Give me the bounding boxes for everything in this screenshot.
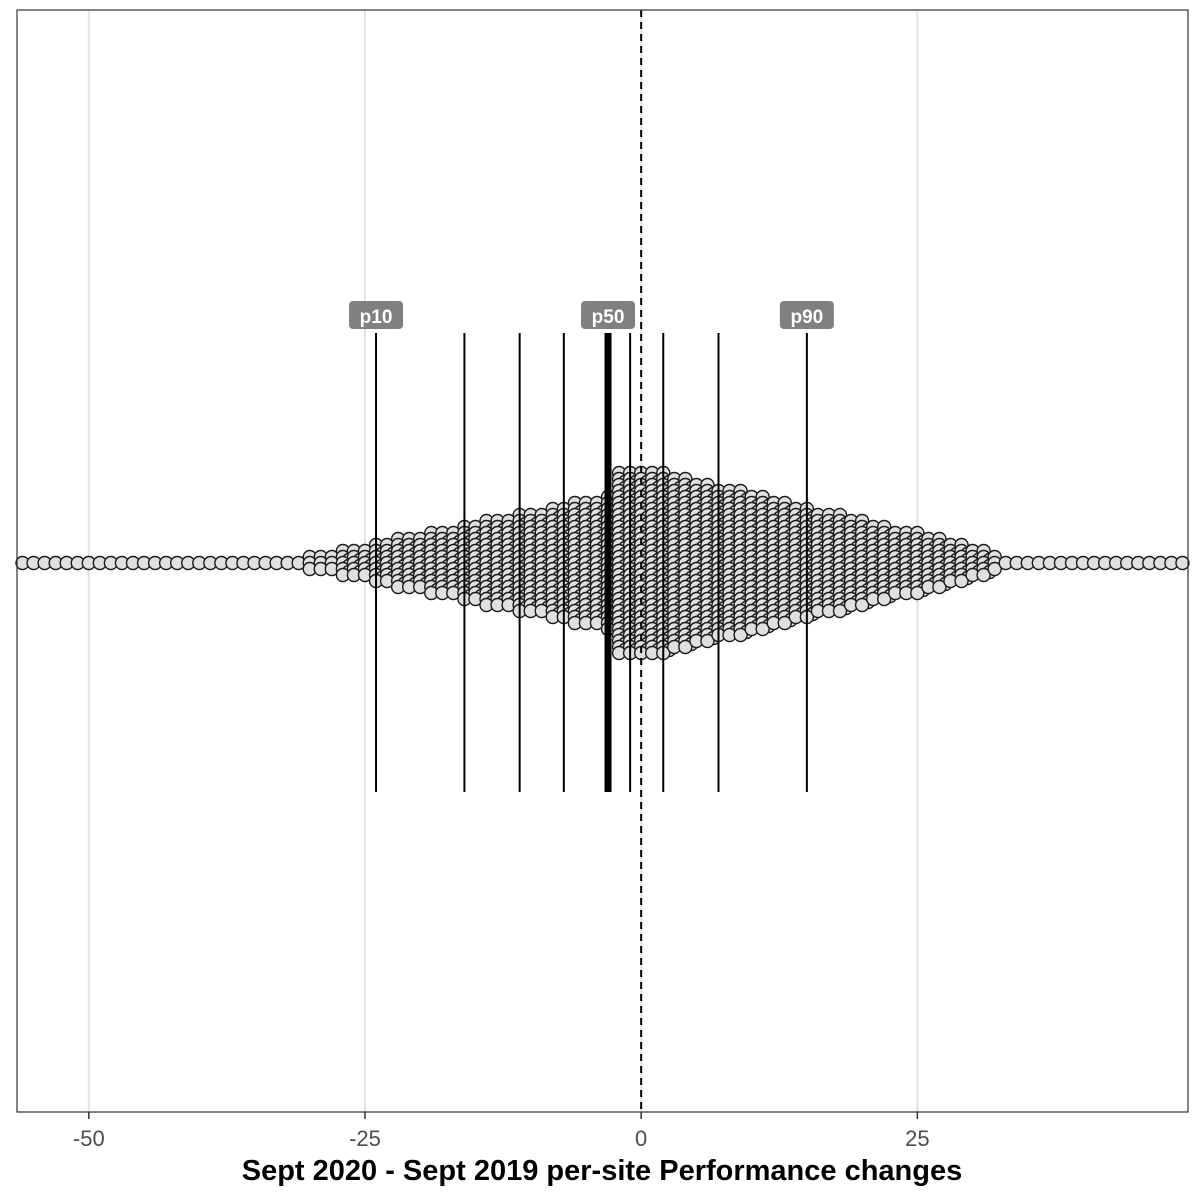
data-point — [733, 627, 748, 643]
x-tick-label: -25 — [349, 1126, 381, 1151]
x-axis: -50 -25 0 25 — [73, 1112, 930, 1151]
data-point — [954, 573, 969, 589]
percentile-label: p90 — [790, 307, 823, 328]
percentile-label-box — [581, 301, 636, 329]
data-point — [700, 633, 715, 649]
x-tick-label: 0 — [635, 1126, 647, 1151]
data-point — [987, 561, 1002, 577]
percentile-label: p10 — [360, 307, 393, 328]
x-tick-label: -50 — [73, 1126, 105, 1151]
data-point — [910, 585, 925, 601]
data-points — [15, 465, 1190, 661]
percentile-label: p50 — [592, 307, 625, 328]
data-point — [755, 621, 770, 637]
data-point — [877, 591, 892, 607]
x-axis-title: Sept 2020 - Sept 2019 per-site Performan… — [242, 1155, 962, 1187]
data-point — [976, 567, 991, 583]
percentile-label-box — [779, 301, 834, 329]
percentile-label-box — [349, 301, 404, 329]
data-point — [932, 579, 947, 595]
x-tick-label: 25 — [905, 1126, 929, 1151]
percentile-lines — [375, 333, 808, 792]
data-point — [1175, 555, 1190, 571]
data-point — [678, 639, 693, 655]
panel-border — [16, 9, 1189, 1113]
percentile-labels: p10 p50 p90 — [349, 301, 834, 329]
data-point — [832, 603, 848, 619]
data-point — [777, 615, 792, 631]
data-point — [854, 597, 870, 613]
